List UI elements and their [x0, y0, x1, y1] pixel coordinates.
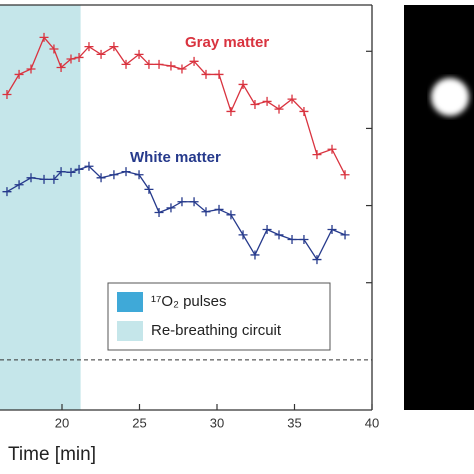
marker — [299, 106, 309, 116]
series-line — [6, 165, 346, 261]
marker — [299, 235, 309, 245]
marker — [14, 180, 24, 190]
marker — [340, 170, 350, 180]
marker — [312, 150, 322, 160]
marker — [66, 167, 76, 177]
marker — [312, 255, 322, 265]
marker — [49, 44, 59, 54]
x-tick-label: 30 — [210, 415, 224, 430]
marker — [121, 59, 131, 69]
series-label: White matter — [130, 149, 221, 166]
marker — [26, 64, 36, 74]
marker — [74, 164, 84, 174]
marker — [49, 174, 59, 184]
marker — [166, 61, 176, 71]
marker — [14, 69, 24, 79]
legend-label: Re-breathing circuit — [151, 322, 282, 339]
marker — [56, 167, 66, 177]
marker — [177, 64, 187, 74]
marker — [26, 173, 36, 183]
marker — [201, 207, 211, 217]
series-line — [6, 36, 346, 176]
marker — [109, 42, 119, 52]
marker — [287, 94, 297, 104]
marker — [154, 208, 164, 218]
marker — [214, 204, 224, 214]
marker — [2, 187, 12, 197]
marker — [66, 54, 76, 64]
marker — [109, 170, 119, 180]
series-label: Gray matter — [185, 34, 269, 51]
marker — [144, 184, 154, 194]
marker — [201, 69, 211, 79]
marker — [274, 230, 284, 240]
marker — [226, 210, 236, 220]
marker — [84, 161, 94, 171]
legend-box — [107, 282, 331, 351]
shaded-region — [0, 5, 81, 410]
marker — [96, 173, 106, 183]
marker — [39, 32, 49, 42]
marker — [262, 96, 272, 106]
marker — [287, 235, 297, 245]
marker — [144, 59, 154, 69]
marker — [262, 224, 272, 234]
marker — [166, 203, 176, 213]
x-tick-label: 35 — [287, 415, 301, 430]
marker — [327, 224, 337, 234]
marker — [74, 52, 84, 62]
x-tick-label: 40 — [365, 415, 379, 430]
image-spot — [431, 78, 469, 116]
legend-label: ¹⁷O₂ pulses — [151, 293, 226, 310]
legend-swatch — [117, 321, 143, 341]
x-tick-label: 20 — [55, 415, 69, 430]
marker — [2, 89, 12, 99]
marker — [189, 197, 199, 207]
marker — [250, 100, 260, 110]
marker — [121, 167, 131, 177]
marker — [327, 144, 337, 154]
image-panel — [404, 5, 474, 410]
x-axis-label: Time [min] — [8, 444, 96, 465]
marker — [56, 62, 66, 72]
plot: 20 25 30 35 40 Gray matter White matter ¹⁷O₂ pu… — [0, 4, 379, 430]
marker — [250, 250, 260, 260]
x-tick-label: 25 — [132, 415, 146, 430]
marker — [96, 49, 106, 59]
marker — [214, 69, 224, 79]
marker — [39, 174, 49, 184]
marker — [238, 79, 248, 89]
marker — [134, 49, 144, 59]
marker — [84, 42, 94, 52]
marker — [134, 170, 144, 180]
legend-swatch — [117, 292, 143, 312]
marker — [177, 197, 187, 207]
marker — [226, 106, 236, 116]
marker — [340, 230, 350, 240]
marker — [238, 230, 248, 240]
marker — [274, 104, 284, 114]
marker — [154, 59, 164, 69]
marker — [189, 56, 199, 66]
